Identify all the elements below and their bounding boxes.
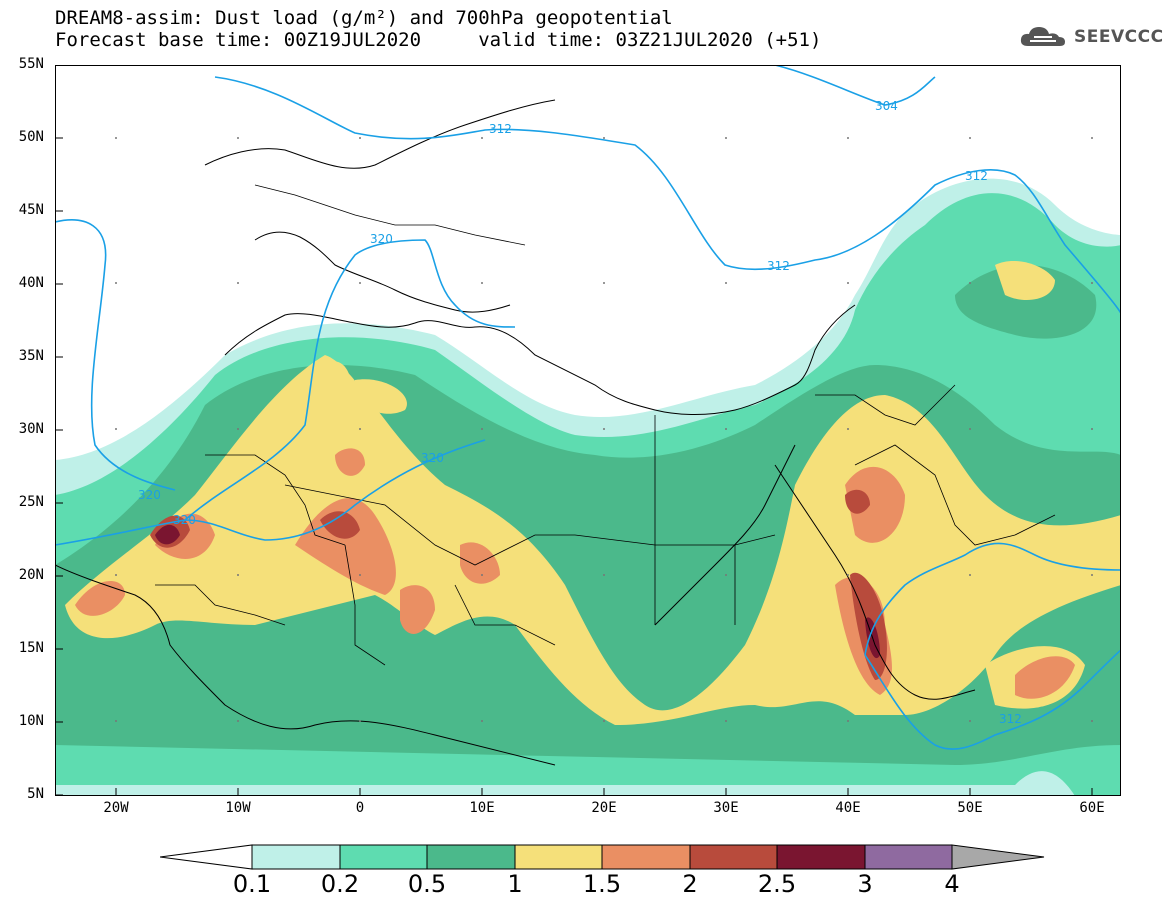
colorbar-segment [426, 844, 516, 870]
contour-label: 312 [489, 122, 512, 136]
dust-layer-2.5 [155, 524, 180, 545]
lat-label: 25N [18, 494, 44, 510]
lat-label: 45N [18, 202, 44, 218]
colorbar-segment [776, 844, 866, 870]
lat-label: 40N [18, 275, 44, 291]
lon-label: 0 [355, 800, 365, 816]
colorbar-label: 2.5 [757, 870, 797, 898]
contour-label: 320 [370, 232, 393, 246]
colorbar-label: 0.5 [407, 870, 447, 898]
lon-label: 10W [225, 800, 251, 816]
contour-label: 320 [138, 488, 161, 502]
colorbar-segment [601, 844, 691, 870]
contour-label: 312 [767, 259, 790, 273]
lon-label: 50E [957, 800, 983, 816]
colorbar-label: 0.1 [232, 870, 272, 898]
logo-text: SEEVCCC [1074, 27, 1164, 47]
axis-ticks [55, 65, 1093, 796]
colorbar-segment [251, 844, 341, 870]
contour-labels: 304 312 312 312 312 320 320 320 320 [138, 99, 1022, 726]
colorbar-label: 0.2 [320, 870, 360, 898]
colorbar-segment [514, 844, 603, 870]
lon-label: 20W [103, 800, 129, 816]
colorbar-label: 2 [682, 870, 698, 898]
coastlines [55, 99, 976, 766]
contour-label: 304 [875, 99, 898, 113]
seevccc-logo: SEEVCCC [1018, 24, 1164, 50]
contour-label: 320 [421, 451, 444, 465]
lat-label: 5N [27, 786, 44, 802]
map-title: DREAM8-assim: Dust load (g/m²) and 700hP… [55, 7, 673, 29]
colorbar-label: 3 [857, 870, 873, 898]
country-borders [155, 184, 1056, 666]
lon-label: 10E [469, 800, 495, 816]
forecast-time-line: Forecast base time: 00Z19JUL2020 valid t… [55, 29, 822, 51]
lat-label: 55N [18, 56, 44, 72]
lat-label: 50N [18, 129, 44, 145]
contour-label: 320 [173, 513, 196, 527]
lon-label: 60E [1079, 800, 1105, 816]
colorbar-segment [339, 844, 428, 870]
lon-label: 40E [835, 800, 861, 816]
colorbar-label: 1 [507, 870, 523, 898]
lat-label: 30N [18, 421, 44, 437]
lat-label: 15N [18, 640, 44, 656]
lat-label: 10N [18, 713, 44, 729]
colorbar [160, 844, 1045, 870]
colorbar-low-arrow [160, 844, 253, 870]
dust-load-map: 304 312 312 312 312 320 320 320 320 [55, 65, 1121, 796]
lat-label: 20N [18, 567, 44, 583]
lat-label: 35N [18, 348, 44, 364]
cloud-icon [1020, 27, 1065, 46]
contour-label: 312 [965, 169, 988, 183]
colorbar-label: 4 [944, 870, 960, 898]
colorbar-segment [689, 844, 778, 870]
colorbar-segment [864, 844, 953, 870]
geopotential-contours [55, 65, 1121, 750]
lon-label: 20E [591, 800, 617, 816]
contour-label: 312 [999, 712, 1022, 726]
colorbar-label: 1.5 [582, 870, 622, 898]
grid-dots [115, 137, 1093, 722]
lon-label: 30E [713, 800, 739, 816]
colorbar-high-arrow [951, 844, 1045, 870]
